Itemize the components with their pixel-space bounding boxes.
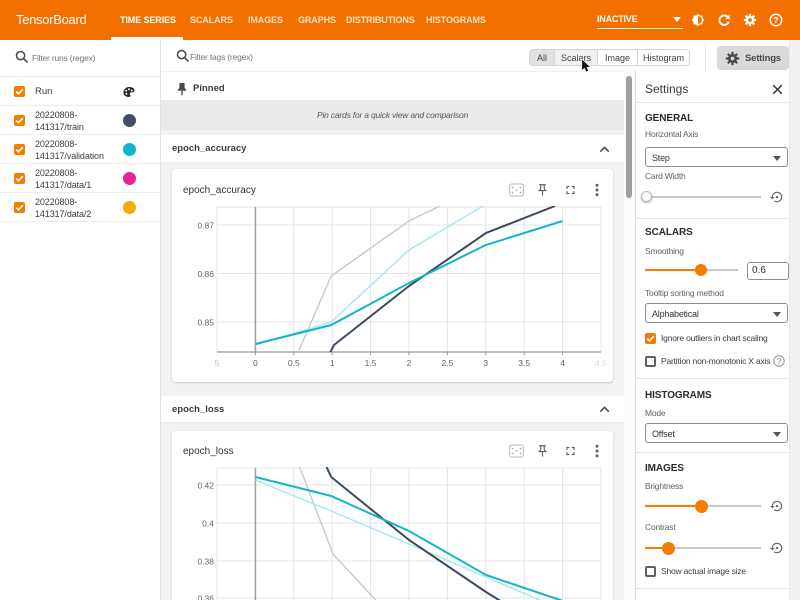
svg-text:?: ?: [777, 357, 782, 366]
svg-text:0.5: 0.5: [288, 358, 300, 368]
svg-text:3.5: 3.5: [518, 358, 530, 368]
svg-text:3: 3: [483, 358, 488, 368]
svg-text:1.5: 1.5: [365, 358, 377, 368]
svg-text:2: 2: [407, 358, 412, 368]
svg-text:0.86: 0.86: [197, 269, 214, 279]
svg-text:0.36: 0.36: [197, 594, 214, 600]
svg-text:0.4: 0.4: [202, 519, 214, 529]
svg-text:1: 1: [330, 358, 335, 368]
svg-text:0.42: 0.42: [197, 481, 214, 491]
svg-text:0.85: 0.85: [197, 318, 214, 328]
svg-text:0.38: 0.38: [197, 557, 214, 567]
svg-text:4: 4: [560, 358, 565, 368]
svg-text:0.87: 0.87: [197, 221, 214, 231]
svg-text:2.5: 2.5: [441, 358, 453, 368]
svg-text:4.5: 4.5: [595, 358, 607, 368]
svg-text:0: 0: [253, 358, 258, 368]
svg-text:5: 5: [215, 358, 220, 368]
svg-text:?: ?: [773, 15, 778, 25]
